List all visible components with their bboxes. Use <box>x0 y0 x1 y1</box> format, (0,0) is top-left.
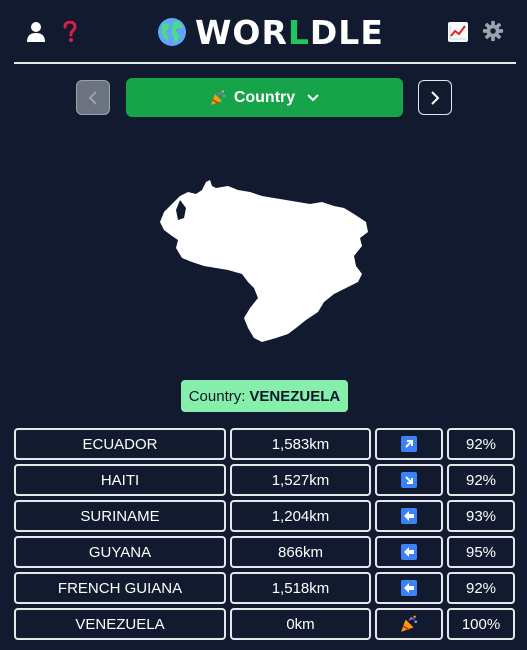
guess-direction <box>375 500 443 532</box>
guess-row: ECUADOR 1,583km 92% <box>14 428 515 460</box>
answer-prefix: Country: <box>188 387 246 405</box>
answer-badge: Country: VENEZUELA <box>181 380 348 412</box>
chevron-right-icon <box>430 90 440 105</box>
arrow-up-right-icon <box>401 436 417 452</box>
guess-country: SURINAME <box>14 500 226 532</box>
guess-row: GUYANA 866km 95% <box>14 536 515 568</box>
guess-distance: 0km <box>230 608 371 640</box>
chevron-left-icon <box>88 90 98 105</box>
stats-icon[interactable] <box>446 20 470 44</box>
guess-distance: 1,518km <box>230 572 371 604</box>
guess-proximity: 95% <box>447 536 515 568</box>
chevron-down-icon <box>307 93 319 102</box>
guess-proximity: 100% <box>447 608 515 640</box>
guess-direction <box>375 608 443 640</box>
guess-country: VENEZUELA <box>14 608 226 640</box>
guess-distance: 866km <box>230 536 371 568</box>
gear-icon[interactable] <box>481 19 505 43</box>
guess-list: ECUADOR 1,583km 92% HAITI 1,527km 92% SU… <box>14 428 515 644</box>
user-icon[interactable] <box>24 20 48 44</box>
title-suffix: DLE <box>309 12 384 52</box>
guess-distance: 1,583km <box>230 428 371 460</box>
previous-button[interactable] <box>76 80 110 115</box>
arrow-left-icon <box>401 544 417 560</box>
guess-row: VENEZUELA 0km 100% <box>14 608 515 640</box>
party-popper-icon <box>210 90 226 106</box>
guess-proximity: 92% <box>447 464 515 496</box>
guess-country: FRENCH GUIANA <box>14 572 226 604</box>
guess-direction <box>375 464 443 496</box>
guess-proximity: 93% <box>447 500 515 532</box>
guess-country: ECUADOR <box>14 428 226 460</box>
guess-direction <box>375 572 443 604</box>
arrow-left-icon <box>401 580 417 596</box>
arrow-down-right-icon <box>401 472 417 488</box>
party-popper-icon <box>400 615 418 633</box>
guess-direction <box>375 428 443 460</box>
globe-icon <box>157 17 187 47</box>
next-button[interactable] <box>418 80 452 115</box>
title-prefix: WOR <box>195 12 288 52</box>
app-title: WOR L DLE <box>157 12 384 52</box>
arrow-left-icon <box>401 508 417 524</box>
guess-proximity: 92% <box>447 428 515 460</box>
guess-row: FRENCH GUIANA 1,518km 92% <box>14 572 515 604</box>
title-green-letter: L <box>287 12 310 52</box>
guess-distance: 1,527km <box>230 464 371 496</box>
guess-direction <box>375 536 443 568</box>
help-icon[interactable] <box>58 19 82 45</box>
guess-row: SURINAME 1,204km 93% <box>14 500 515 532</box>
country-map-silhouette <box>158 178 372 346</box>
guess-country: GUYANA <box>14 536 226 568</box>
mode-label: Country <box>233 88 296 106</box>
guess-row: HAITI 1,527km 92% <box>14 464 515 496</box>
guess-distance: 1,204km <box>230 500 371 532</box>
header: WOR L DLE <box>14 0 516 64</box>
guess-country: HAITI <box>14 464 226 496</box>
answer-country: VENEZUELA <box>249 387 341 405</box>
mode-select-button[interactable]: Country <box>126 78 403 117</box>
guess-proximity: 92% <box>447 572 515 604</box>
